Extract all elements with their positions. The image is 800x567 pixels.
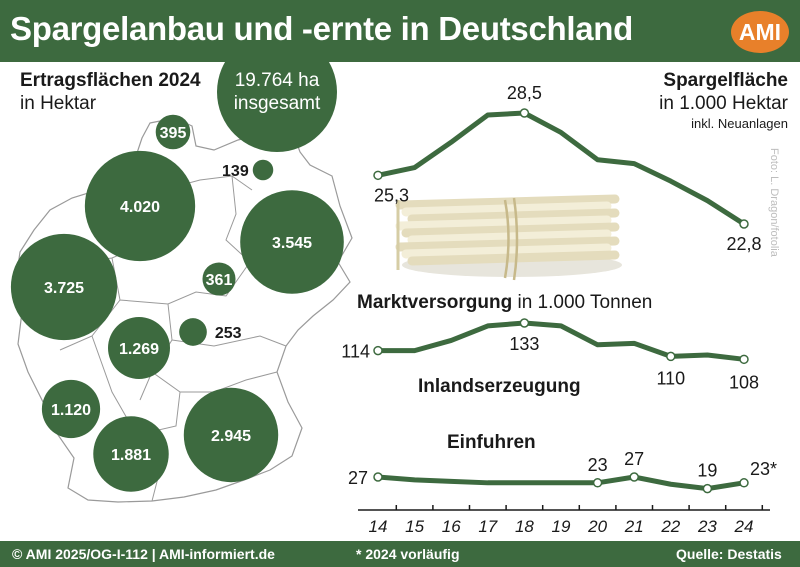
state-bubble-label: 139 — [222, 163, 249, 180]
state-bubble-label: 1.881 — [111, 447, 151, 464]
photo-credit: Foto: L. Dragon/fotolia — [768, 148, 780, 257]
x-tick-label: 20 — [587, 517, 607, 536]
inland-data-label: 108 — [729, 372, 759, 392]
header-bar: Spargelanbau und -ernte in Deutschland A… — [0, 0, 800, 62]
imports-data-label: 19 — [697, 461, 717, 481]
imports-data-label: 23* — [750, 459, 777, 479]
state-bubble — [240, 190, 344, 294]
inland-data-label: 110 — [656, 368, 685, 388]
imports-point — [373, 472, 383, 482]
inland-line — [378, 320, 745, 362]
x-tick-label: 14 — [369, 517, 388, 536]
inland-point — [739, 354, 749, 365]
total-value: 19.764 ha — [234, 70, 320, 91]
market-title-bold: Marktversorgung — [357, 292, 513, 313]
area-point — [739, 219, 749, 229]
page-title: Spargelanbau und -ernte in Deutschland — [10, 10, 634, 47]
imports-data-label: 23 — [588, 455, 608, 475]
asparagus-photo — [395, 194, 622, 281]
state-bubble — [10, 233, 118, 341]
x-tick-label: 21 — [624, 517, 644, 536]
market-supply-chart: 114 133 110 108 27 23 27 19 23* — [341, 318, 777, 494]
infographic-canvas: 395 139 4.020 3.545 361 3.725 253 1.269 1.120 2.9… — [10, 62, 777, 536]
area-data-label: 22,8 — [726, 234, 761, 254]
x-axis: 14 15 16 17 18 19 20 21 22 23 24 — [358, 505, 770, 536]
inland-data-label: 133 — [509, 334, 539, 354]
imports-point — [702, 483, 713, 494]
state-bubble-label: 3.545 — [272, 235, 312, 252]
market-title-unit: in 1.000 Tonnen — [517, 292, 653, 313]
state-bubble-label: 2.945 — [211, 428, 251, 445]
state-bubble-label: 1.269 — [119, 341, 159, 358]
market-chart-title: Marktversorgung in 1.000 Tonnen — [357, 292, 652, 314]
x-tick-label: 22 — [660, 517, 680, 536]
state-bubble-label: 395 — [160, 125, 187, 142]
series-name-inland: Inlandserzeugung — [418, 376, 581, 397]
area-point — [373, 170, 383, 181]
x-tick-label: 15 — [405, 517, 424, 536]
state-bubbles: 395 139 4.020 3.545 361 3.725 253 1.269 1.120 2.9… — [10, 114, 344, 492]
inland-point — [519, 318, 530, 328]
x-tick-label: 23 — [697, 517, 717, 536]
imports-point — [739, 478, 749, 488]
state-bubble-label: 3.725 — [44, 280, 84, 297]
area-chart-title: Spargelfläche — [663, 70, 788, 91]
area-data-label: 25,3 — [374, 185, 409, 205]
imports-data-label: 27 — [624, 449, 644, 469]
area-data-label: 28,5 — [507, 83, 542, 103]
state-bubble — [183, 387, 279, 483]
imports-point — [592, 478, 603, 488]
map-heading: Ertragsflächen 2024 — [20, 70, 201, 91]
area-chart-note: inkl. Neuanlagen — [691, 116, 788, 131]
imports-line — [377, 474, 745, 492]
area-point — [519, 108, 530, 118]
state-bubble-label: 1.120 — [51, 402, 91, 419]
state-bubble-label: 253 — [215, 325, 242, 342]
area-line — [377, 110, 746, 227]
x-tick-label: 17 — [478, 517, 497, 536]
state-bubble — [155, 114, 191, 150]
inland-data-label: 114 — [341, 342, 370, 362]
state-bubble — [108, 317, 170, 379]
x-tick-label: 24 — [734, 517, 754, 536]
state-bubble — [84, 150, 196, 262]
state-bubble-label: 361 — [206, 272, 233, 289]
state-bubble — [252, 159, 274, 181]
state-bubble — [41, 379, 101, 439]
x-tick-label: 19 — [552, 517, 571, 536]
x-tick-label: 16 — [442, 517, 461, 536]
imports-data-label: 27 — [348, 468, 368, 488]
state-bubble — [179, 318, 207, 346]
inland-point — [373, 345, 383, 356]
footer-source: Quelle: Destatis — [676, 546, 782, 562]
imports-point — [629, 472, 639, 482]
footer-copyright: © AMI 2025/OG-I-112 | AMI-informiert.de — [12, 546, 275, 562]
ami-logo: AMI — [731, 11, 789, 53]
area-line-chart: 25,3 28,5 22,8 — [373, 83, 762, 254]
footer-bar: © AMI 2025/OG-I-112 | AMI-informiert.de … — [0, 541, 800, 567]
x-tick-label: 18 — [515, 517, 534, 536]
state-bubble — [93, 416, 169, 492]
footer-footnote: * 2024 vorläufig — [356, 546, 460, 562]
state-bubble — [202, 262, 236, 296]
series-name-imports: Einfuhren — [447, 432, 536, 453]
map-unit: in Hektar — [20, 93, 97, 114]
state-bubble-label: 4.020 — [120, 199, 160, 216]
total-bubble — [217, 62, 337, 152]
inland-point — [666, 351, 676, 362]
area-chart-subtitle: in 1.000 Hektar — [659, 93, 788, 114]
total-label: insgesamt — [233, 93, 321, 114]
